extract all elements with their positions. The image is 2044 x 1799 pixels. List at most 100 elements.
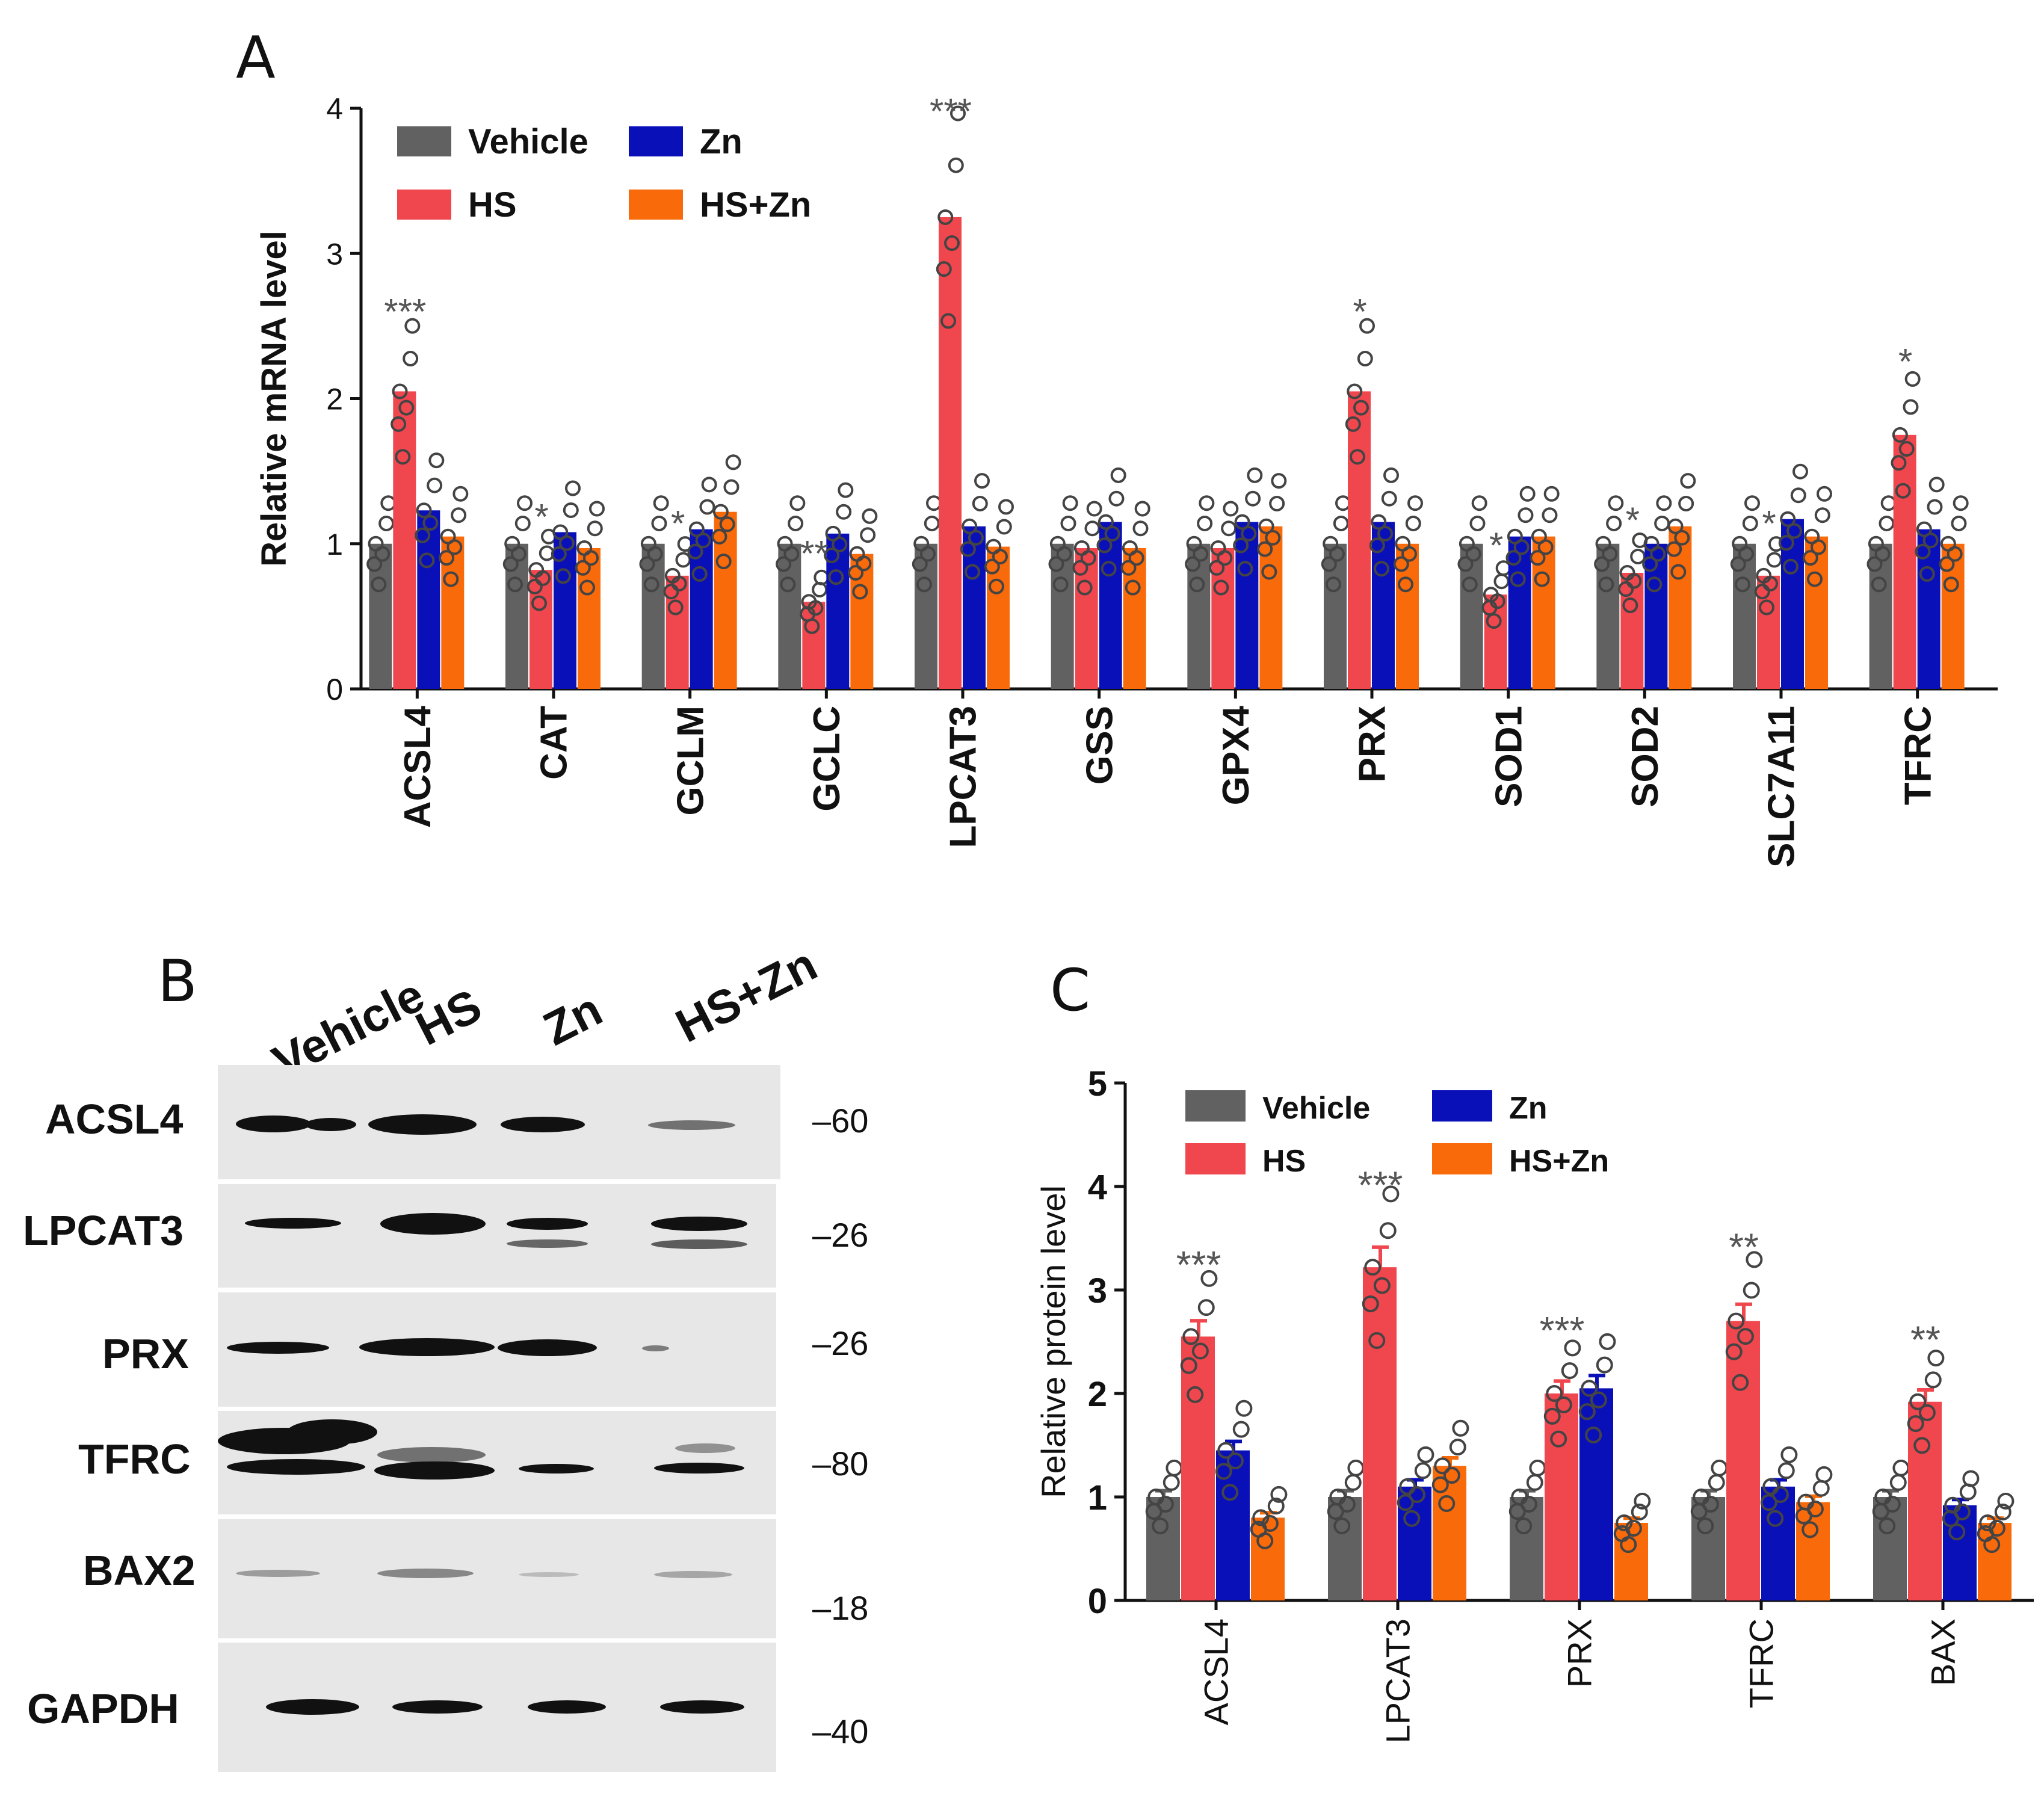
data-point: [1108, 490, 1125, 507]
data-point: [807, 600, 824, 616]
data-point: [984, 558, 1000, 575]
legend-label-hs: HS: [468, 185, 517, 224]
x-tick-label-sod1: SOD1: [1488, 706, 1530, 807]
data-point: [936, 261, 952, 277]
data-point: [589, 501, 605, 517]
data-point: [695, 532, 711, 549]
data-point: [1048, 556, 1064, 572]
data-point: [1377, 525, 1393, 542]
legend-swatch-hs: [397, 190, 451, 220]
data-point: [1599, 1333, 1616, 1350]
data-point: [848, 565, 864, 581]
legend-label-zn: Zn: [1509, 1091, 1548, 1126]
data-point: [583, 550, 599, 566]
data-point: [1125, 579, 1141, 596]
data-point: [1414, 1462, 1431, 1480]
data-point: [639, 556, 655, 572]
data-point: [715, 554, 732, 570]
data-point: [1217, 1442, 1235, 1459]
data-point: [1407, 495, 1423, 511]
data-point: [1493, 573, 1510, 590]
y-axis-label: Relative protein level: [1034, 1185, 1072, 1498]
x-tick-label-gss: GSS: [1079, 706, 1120, 785]
data-point: [1988, 1520, 2005, 1537]
data-point: [1166, 1459, 1183, 1477]
data-point: [1072, 560, 1088, 576]
data-point: [575, 560, 591, 576]
data-point: [1469, 515, 1486, 531]
legend-label-hs-zn: HS+Zn: [700, 185, 811, 224]
mw-gapdh: –40: [812, 1712, 869, 1750]
data-point: [1626, 573, 1642, 589]
data-point: [1891, 455, 1907, 471]
data-point: [1555, 1396, 1572, 1413]
data-point: [832, 536, 848, 552]
significance-tfrc: *: [1898, 342, 1912, 382]
data-point: [1471, 495, 1487, 511]
data-point: [563, 502, 579, 518]
data-point: [1625, 1520, 1642, 1537]
data-point: [1620, 1536, 1637, 1554]
data-point: [998, 499, 1014, 515]
data-point: [1903, 399, 1919, 415]
legend-label-zn: Zn: [700, 122, 743, 161]
data-point: [555, 568, 571, 584]
data-point: [828, 569, 844, 585]
data-point: [1257, 541, 1273, 557]
data-point: [1667, 518, 1684, 534]
data-point: [862, 508, 878, 524]
data-point: [838, 482, 854, 498]
data-point: [992, 549, 1008, 565]
data-point: [404, 318, 421, 334]
data-point: [1209, 560, 1225, 576]
data-point: [1120, 560, 1137, 576]
data-point: [1596, 1356, 1613, 1374]
data-point: [780, 576, 796, 593]
x-tick-label-prx: PRX: [1561, 1618, 1599, 1688]
data-point: [1892, 427, 1908, 443]
data-point: [1680, 473, 1696, 489]
data-point: [531, 595, 547, 611]
mw-acsl4: –60: [812, 1102, 869, 1140]
data-point: [415, 527, 431, 543]
data-point: [1217, 550, 1233, 566]
bar-tfrc-zn: [1761, 1486, 1795, 1600]
data-point: [446, 539, 463, 555]
data-point: [1678, 495, 1694, 511]
data-point: [1578, 1403, 1596, 1421]
data-point: [1802, 550, 1818, 566]
data-point: [535, 570, 551, 587]
data-point: [651, 515, 667, 531]
band: [507, 1218, 588, 1230]
x-tick-label-gclc: GCLC: [806, 706, 848, 812]
data-point: [1916, 521, 1932, 537]
data-point: [1056, 546, 1072, 562]
y-tick-label: 0: [1088, 1582, 1107, 1621]
data-point: [1630, 548, 1646, 564]
data-point: [1405, 515, 1421, 531]
data-point: [1156, 1496, 1174, 1513]
data-point: [371, 576, 387, 593]
data-point: [439, 550, 455, 566]
y-tick-label: 2: [1088, 1375, 1107, 1414]
band: [377, 1447, 486, 1463]
bar-prx-hs: [1545, 1393, 1578, 1600]
data-point: [1364, 1259, 1382, 1276]
significance-acsl4: ***: [1176, 1243, 1221, 1286]
data-point: [675, 552, 691, 568]
data-point: [1529, 1459, 1546, 1477]
data-point: [940, 313, 956, 329]
data-point: [974, 473, 990, 489]
legend-swatch-vehicle: [397, 126, 451, 156]
bar-lpcat3-hs: [1363, 1267, 1397, 1600]
data-point: [1510, 571, 1526, 587]
bar-lpcat3-vehicle: [1328, 1497, 1362, 1600]
data-point: [1732, 1374, 1749, 1391]
data-point: [1518, 507, 1534, 523]
data-point: [1618, 581, 1634, 597]
data-point: [1947, 546, 1963, 562]
data-point: [1786, 523, 1802, 539]
data-point: [1374, 561, 1389, 577]
data-point: [1098, 514, 1114, 530]
bar-prx-zn: [1579, 1388, 1613, 1600]
